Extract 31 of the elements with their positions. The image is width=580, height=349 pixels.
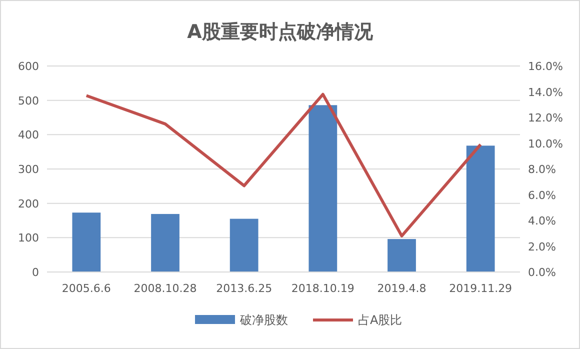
y2-tick-label: 2.0% <box>528 240 556 254</box>
x-tick-label: 2019.11.29 <box>449 282 512 295</box>
y2-tick-label: 16.0% <box>528 60 563 73</box>
y2-tick-label: 8.0% <box>528 163 556 176</box>
bar <box>308 105 338 272</box>
x-tick-label: 2008.10.28 <box>134 282 197 295</box>
y-tick-label: 600 <box>18 60 39 73</box>
bar <box>466 146 495 272</box>
y2-tick-label: 10.0% <box>528 137 563 150</box>
bar <box>151 214 180 272</box>
y-tick-label: 200 <box>18 197 39 210</box>
y-tick-label: 100 <box>18 232 39 245</box>
y2-tick-label: 6.0% <box>528 188 556 202</box>
y2-tick-label: 12.0% <box>528 112 563 124</box>
legend-label: 占A股比 <box>358 313 402 327</box>
y-tick-label: 500 <box>18 94 39 108</box>
x-tick-label: 2013.6.25 <box>216 282 272 295</box>
y-tick-label: 400 <box>18 128 39 142</box>
y2-tick-label: 4.0% <box>528 214 556 228</box>
x-tick-label: 2018.10.19 <box>291 282 354 295</box>
bar <box>230 218 258 272</box>
bar <box>72 212 101 272</box>
legend-label: 破净股数 <box>239 313 288 327</box>
y-tick-label: 0 <box>32 266 39 279</box>
bar <box>388 239 416 272</box>
y2-tick-label: 0.0% <box>528 266 556 279</box>
y2-tick-label: 14.0% <box>528 86 563 99</box>
x-tick-label: 2005.6.6 <box>62 282 111 295</box>
y-tick-label: 300 <box>18 163 39 176</box>
x-tick-label: 2019.4.8 <box>377 282 426 295</box>
chart-title: A股重要时点破净情况 <box>187 21 374 43</box>
